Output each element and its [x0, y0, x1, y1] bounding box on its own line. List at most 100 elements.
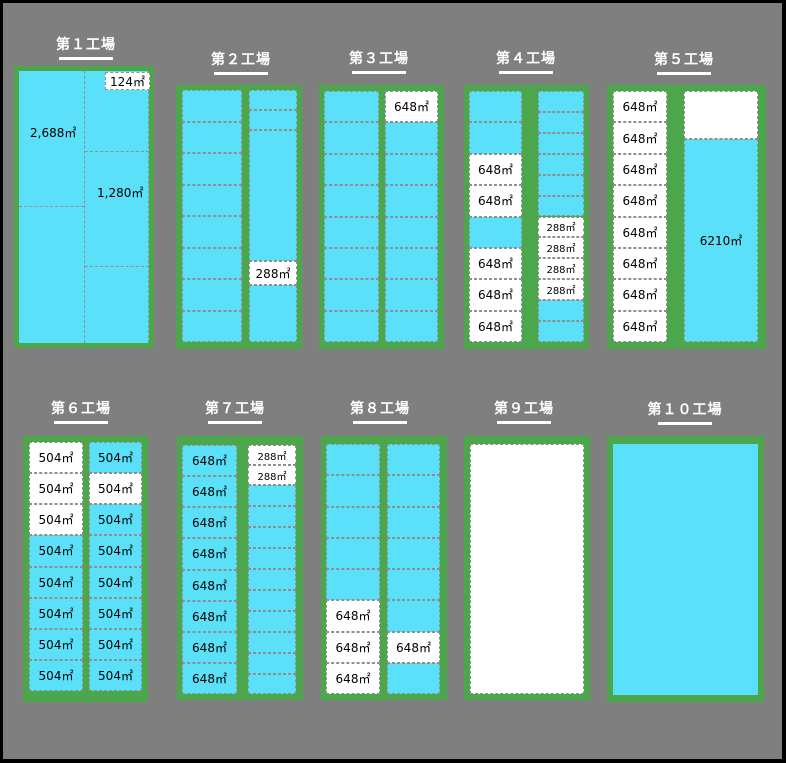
- factory-4-unit: [469, 122, 522, 154]
- factory-5-unit: 648㎡: [613, 122, 667, 154]
- factory-3-unit: [385, 247, 438, 280]
- factory-4-unit: [538, 321, 584, 342]
- factory-7-unit: 288㎡: [248, 465, 296, 485]
- factory-5-large-unit: 6210㎡: [684, 139, 758, 342]
- factory-6-unit: 504㎡: [89, 597, 142, 629]
- factory-7-unit: [248, 674, 296, 694]
- factory-6-title: 第６工場: [36, 400, 126, 424]
- factory-6-unit: 504㎡: [89, 535, 142, 567]
- factory-3-unit: [385, 185, 438, 217]
- factory-4-unit: 288㎡: [538, 237, 584, 259]
- factory-8: 648㎡ 648㎡ 648㎡ 648㎡: [321, 436, 447, 700]
- factory-6-unit: 504㎡: [89, 659, 142, 691]
- factory-6: 504㎡ 504㎡ 504㎡ 504㎡ 504㎡ 504㎡ 504㎡ 504㎡ 504㎡ 504…: [23, 436, 148, 702]
- factory-4-unit: [538, 195, 584, 217]
- factory-8-unit: [387, 662, 440, 694]
- factory-8-unit: [387, 444, 440, 476]
- factory-7-unit: [248, 653, 296, 674]
- factory-9-title: 第９工場: [479, 400, 569, 424]
- factory-8-unit: [326, 537, 380, 569]
- factory-2-unit: [249, 110, 297, 130]
- factory-3-unit: [324, 216, 379, 248]
- factory-3-unit: 648㎡: [385, 91, 438, 123]
- factory-2-unit: 288㎡: [249, 261, 297, 285]
- factory-8-unit: [387, 537, 440, 569]
- factory-6-unit: 504㎡: [29, 535, 83, 567]
- factory-5: 648㎡ 648㎡ 648㎡ 648㎡ 648㎡ 648㎡ 648㎡ 648㎡ 6210㎡: [607, 85, 766, 349]
- factory-8-unit: 648㎡: [326, 631, 380, 663]
- factory-2-unit: [182, 90, 242, 122]
- factory-6-unit: 504㎡: [29, 473, 83, 505]
- factory-2-unit: [182, 279, 242, 311]
- factory-6-unit: 504㎡: [89, 504, 142, 536]
- factory-2-unit: [182, 153, 242, 185]
- factory-2-unit: [249, 130, 297, 261]
- factory-7-unit: [248, 632, 296, 653]
- factory-3-unit: [385, 310, 438, 342]
- factory-7-unit: [248, 569, 296, 590]
- factory-8-unit: [326, 444, 380, 476]
- factory-6-unit: 504㎡: [29, 628, 83, 660]
- factory-8-unit: [326, 506, 380, 538]
- factory-3-unit: [324, 310, 379, 342]
- factory-2-title: 第２工場: [196, 51, 286, 75]
- factory-8-unit: [326, 569, 380, 601]
- factory-5-unit: 648㎡: [613, 310, 667, 342]
- factory-1: 2,688㎡ 1,280㎡ 124㎡: [14, 66, 154, 348]
- factory-7-unit: [248, 590, 296, 611]
- factory-4-unit: 648㎡: [469, 153, 522, 186]
- factory-3-unit: [385, 216, 438, 248]
- factory-7-unit: 648㎡: [182, 662, 237, 694]
- factory-3-unit: [385, 122, 438, 154]
- factory-5-unit: 648㎡: [613, 153, 667, 186]
- factory-9: [464, 436, 590, 700]
- factory-8-unit: [387, 600, 440, 632]
- factory-2-unit: [182, 310, 242, 342]
- factory-7-unit: 648㎡: [182, 538, 237, 570]
- factory-8-title: 第８工場: [335, 400, 425, 424]
- factory-7-unit: [248, 506, 296, 527]
- factory-4-unit: 648㎡: [469, 247, 522, 280]
- factory-3: 648㎡: [319, 85, 444, 349]
- factory-4-unit: [538, 91, 584, 112]
- factory-4-unit: 288㎡: [538, 258, 584, 280]
- factory-3-unit: [324, 185, 379, 217]
- factory-4-unit: [538, 153, 584, 175]
- factory-7-unit: [248, 527, 296, 548]
- factory-3-unit: [324, 153, 379, 186]
- factory-1-label-124: 124㎡: [105, 72, 150, 90]
- factory-4-unit: [469, 91, 522, 123]
- factory-6-unit: 504㎡: [89, 628, 142, 660]
- factory-6-unit: 504㎡: [29, 659, 83, 691]
- factory-7-unit: [248, 485, 296, 506]
- factory-7-unit: 648㎡: [182, 507, 237, 539]
- factory-10-floor: [613, 444, 758, 695]
- factory-3-unit: [324, 279, 379, 311]
- factory-2-unit: [182, 121, 242, 153]
- factory-9-floor: [470, 444, 584, 694]
- factory-3-unit: [324, 122, 379, 154]
- factory-4-unit: 288㎡: [538, 216, 584, 238]
- factory-2-unit: [182, 216, 242, 248]
- factory-5-unit: 648㎡: [613, 216, 667, 248]
- factory-7-unit: 648㎡: [182, 569, 237, 601]
- factory-8-unit: 648㎡: [387, 631, 440, 663]
- factory-5-unit: 648㎡: [613, 247, 667, 280]
- factory-1-label-2688: 2,688㎡: [30, 126, 77, 140]
- factory-7-unit: 648㎡: [182, 631, 237, 663]
- factory-7-unit: [248, 611, 296, 632]
- factory-7-unit: [248, 548, 296, 569]
- factory-3-unit: [385, 153, 438, 186]
- factory-1-floor: 2,688㎡ 1,280㎡ 124㎡: [19, 71, 150, 343]
- factory-7-unit: 288㎡: [248, 445, 296, 465]
- factory-5-title: 第５工場: [639, 51, 729, 75]
- factory-5-unit: 648㎡: [613, 91, 667, 123]
- factory-5-unit: 648㎡: [613, 185, 667, 217]
- factory-7-unit: 648㎡: [182, 476, 237, 508]
- factory-4-unit: 288㎡: [538, 279, 584, 301]
- factory-4-unit: [538, 111, 584, 133]
- factory-8-unit: 648㎡: [326, 600, 380, 632]
- factory-4-unit: [469, 216, 522, 248]
- factory-6-unit: 504㎡: [89, 566, 142, 598]
- factory-4-unit: [538, 300, 584, 322]
